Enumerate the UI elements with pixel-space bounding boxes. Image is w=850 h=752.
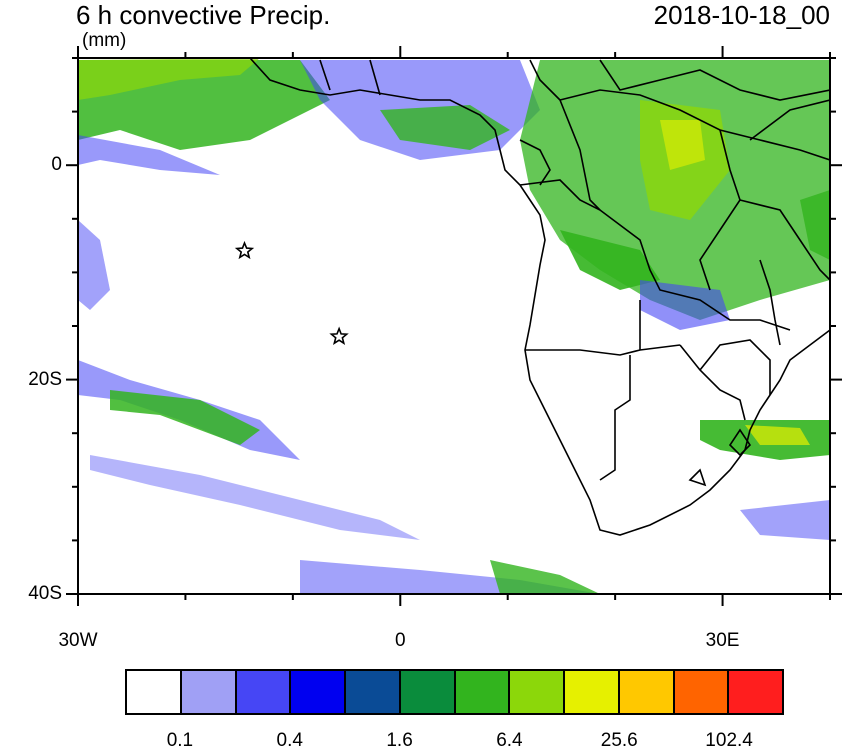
colorbar-label: 0.1 <box>166 730 194 751</box>
colorbar-swatch <box>127 671 182 713</box>
y-axis-label: 20S <box>28 368 62 390</box>
y-axis-label: 0 <box>51 154 62 176</box>
colorbar-swatch <box>400 671 456 713</box>
precip-field <box>78 58 830 594</box>
colorbar-swatch <box>455 671 511 713</box>
date-label: 2018-10-18_00 <box>653 0 830 30</box>
star-marker <box>329 326 349 345</box>
markers-layer <box>234 240 349 345</box>
colorbar-swatch <box>510 671 565 713</box>
colorbar-swatch <box>236 671 292 713</box>
colorbar-label: 25.6 <box>600 730 638 751</box>
colorbar-swatch <box>729 671 782 713</box>
colorbar-swatch <box>619 671 675 713</box>
colorbar-swatch <box>181 671 237 713</box>
coastlines <box>249 58 830 536</box>
colorbar-swatch <box>346 671 401 713</box>
colorbar <box>125 669 784 715</box>
colorbar-swatch <box>291 671 346 713</box>
axis-ticks <box>66 46 842 606</box>
y-axis-label: 40S <box>28 583 62 604</box>
x-axis-label: 30E <box>705 630 740 651</box>
colorbar-label: 102.4 <box>705 730 753 751</box>
colorbar-label: 1.6 <box>386 730 413 751</box>
colorbar-swatch <box>674 671 730 713</box>
x-axis-label: 0 <box>394 630 406 651</box>
colorbar-label: 0.4 <box>276 730 303 751</box>
star-marker <box>234 240 255 260</box>
colorbar-swatch <box>565 671 620 713</box>
colorbar-label: 6.4 <box>496 730 523 751</box>
x-axis-label: 30W <box>58 630 98 651</box>
units-label: (mm) <box>82 30 127 51</box>
map-title: 6 h convective Precip. <box>76 0 331 30</box>
